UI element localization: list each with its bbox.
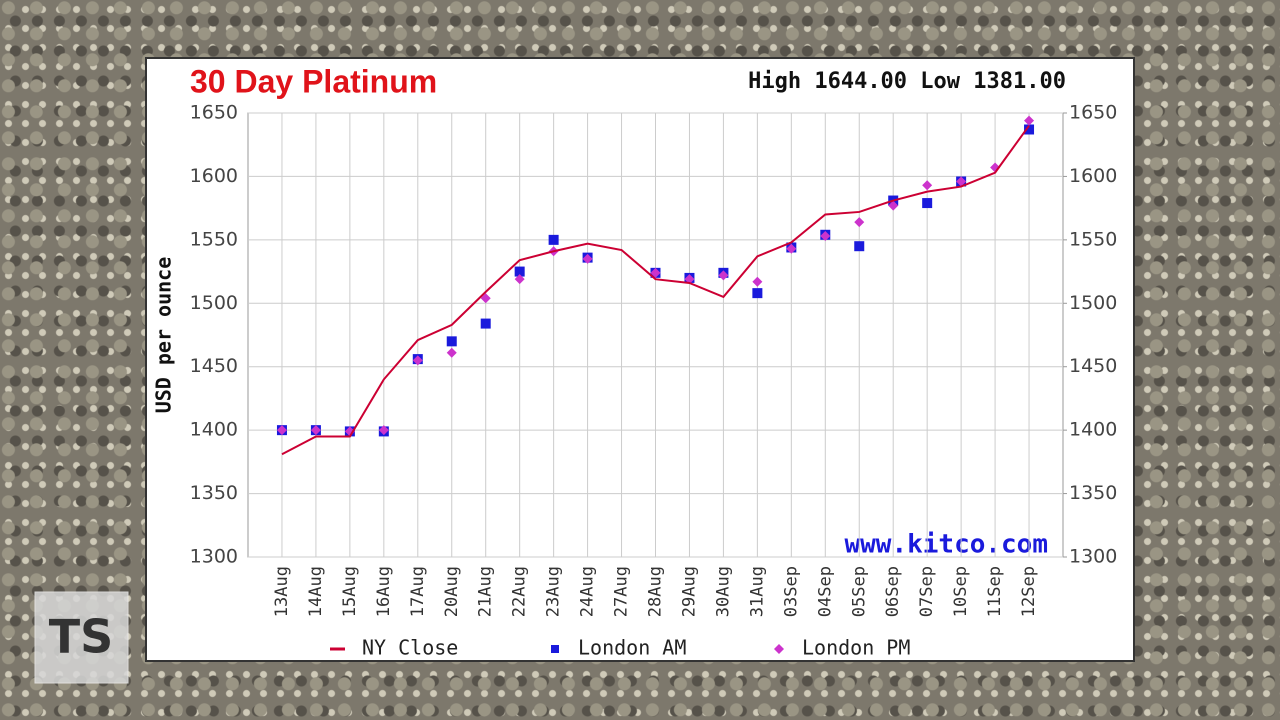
logo-box [34, 591, 129, 684]
london-pm-point [480, 293, 491, 304]
legend-label: London AM [578, 636, 686, 660]
london-pm-point [1024, 115, 1035, 126]
y-tick-label: 1500 [190, 292, 238, 314]
london-pm-point [582, 253, 593, 264]
y2-tick-label: 1550 [1069, 228, 1117, 250]
x-tick-label: 10Sep [951, 566, 971, 617]
london-pm-point [276, 425, 287, 436]
y2-tick-label: 1650 [1069, 102, 1117, 124]
x-tick-label: 21Aug [476, 566, 496, 617]
y-tick-label: 1550 [190, 228, 238, 250]
london-pm-point [718, 270, 729, 281]
x-tick-label: 03Sep [781, 566, 801, 617]
y-axis-label: USD per ounce [152, 257, 176, 414]
london-pm-point [446, 347, 457, 358]
london-pm-point [514, 274, 525, 285]
legend-swatch [774, 644, 784, 654]
y2-tick-label: 1500 [1069, 292, 1117, 314]
london-am-point [922, 198, 933, 209]
y2-tick-label: 1300 [1069, 546, 1117, 568]
x-tick-label: 06Sep [883, 566, 903, 617]
x-tick-label: 16Aug [374, 566, 394, 617]
x-tick-label: 05Sep [849, 566, 869, 617]
london-am-point [1024, 124, 1035, 135]
london-pm-point [412, 355, 423, 366]
x-tick-label: 27Aug [612, 566, 632, 617]
london-pm-point [888, 200, 899, 211]
x-tick-label: 11Sep [985, 566, 1005, 617]
x-tick-label: 12Sep [1019, 566, 1039, 617]
london-pm-point [650, 267, 661, 278]
x-tick-label: 23Aug [544, 566, 564, 617]
london-pm-point [684, 274, 695, 285]
london-pm-point [310, 425, 321, 436]
x-tick-label: 22Aug [510, 566, 530, 617]
london-am-point [514, 266, 525, 277]
y-tick-label: 1350 [190, 482, 238, 504]
y-tick-label: 1600 [190, 165, 238, 187]
london-am-point [854, 241, 865, 252]
x-tick-label: 20Aug [442, 566, 462, 617]
high-low: High 1644.00 Low 1381.00 [748, 69, 1066, 94]
london-am-point [480, 318, 491, 329]
x-tick-label: 17Aug [408, 566, 428, 617]
x-tick-label: 24Aug [578, 566, 598, 617]
london-am-point [548, 234, 559, 245]
y2-tick-label: 1600 [1069, 165, 1117, 187]
legend-label: London PM [802, 636, 910, 660]
london-pm-point [854, 217, 865, 228]
legend-label: NY Close [362, 636, 458, 660]
london-pm-point [922, 180, 933, 191]
x-tick-label: 13Aug [272, 566, 292, 617]
y2-tick-label: 1450 [1069, 355, 1117, 377]
ny-close-line [281, 125, 1030, 456]
x-tick-label: 29Aug [679, 566, 699, 617]
y2-tick-label: 1400 [1069, 419, 1117, 441]
x-tick-label: 15Aug [340, 566, 360, 617]
london-pm-point [378, 425, 389, 436]
x-tick-label: 31Aug [747, 566, 767, 617]
y-tick-label: 1650 [190, 102, 238, 124]
london-am-point [752, 288, 763, 299]
y-tick-label: 1450 [190, 355, 238, 377]
x-tick-label: 14Aug [306, 566, 326, 617]
legend-swatch [551, 645, 559, 653]
x-tick-label: 07Sep [917, 566, 937, 617]
london-am-point [446, 336, 457, 347]
y2-tick-label: 1350 [1069, 482, 1117, 504]
x-tick-label: 28Aug [646, 566, 666, 617]
london-pm-point [786, 243, 797, 254]
london-pm-point [956, 176, 967, 187]
x-tick-label: 30Aug [713, 566, 733, 617]
y-tick-label: 1300 [190, 546, 238, 568]
chart-title: 30 Day Platinum [190, 63, 437, 99]
london-pm-point [752, 276, 763, 287]
logo: TS [49, 610, 114, 664]
watermark: www.kitco.com [845, 530, 1049, 560]
london-pm-point [820, 231, 831, 242]
y-tick-label: 1400 [190, 419, 238, 441]
x-tick-label: 04Sep [815, 566, 835, 617]
